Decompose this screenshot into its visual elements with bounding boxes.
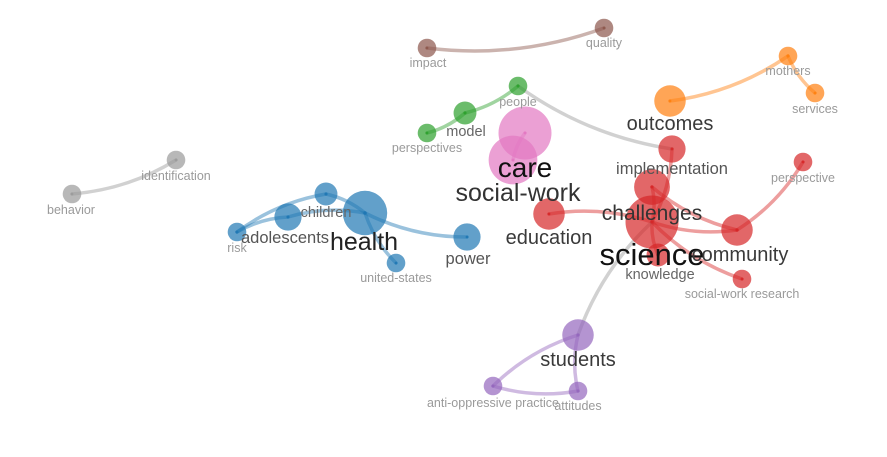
node-center-risk xyxy=(235,230,239,234)
node-center-power xyxy=(465,235,469,239)
label-care: care xyxy=(498,152,552,183)
link-anti-oppressive-practice-attitudes xyxy=(491,384,580,396)
label-identification: identification xyxy=(141,169,211,183)
node-center-children xyxy=(324,192,328,196)
label-health: health xyxy=(330,228,398,256)
label-perspectives: perspectives xyxy=(392,141,462,155)
node-center-education xyxy=(547,212,551,216)
label-perspective: perspective xyxy=(771,171,835,185)
label-adolescents: adolescents xyxy=(241,229,329,247)
label-children: children xyxy=(301,205,352,221)
link-outcomes-mothers xyxy=(668,54,790,103)
node-center-anti-oppressive-practice xyxy=(491,384,495,388)
node-center-community xyxy=(735,228,739,232)
label-social-work: social-work xyxy=(455,179,581,207)
label-quality: quality xyxy=(586,36,623,50)
label-risk: risk xyxy=(227,241,247,255)
link-behavior-identification xyxy=(70,158,178,196)
label-behavior: behavior xyxy=(47,203,95,217)
label-mothers: mothers xyxy=(765,64,810,78)
nodes-layer xyxy=(62,18,825,401)
node-center-identification xyxy=(174,158,178,162)
node-center-adolescents xyxy=(286,215,290,219)
node-center-health xyxy=(363,211,367,215)
node-center-attitudes xyxy=(576,389,580,393)
label-education: education xyxy=(506,227,593,249)
label-students: students xyxy=(540,349,616,371)
label-anti-oppressive-practice: anti-oppressive practice xyxy=(427,396,559,410)
label-community: community xyxy=(692,244,789,266)
link-people-implementation xyxy=(516,84,674,151)
node-center-social-work xyxy=(511,158,515,162)
node-center-outcomes xyxy=(668,99,672,103)
labels-layer: science challenges education community imple… xyxy=(47,36,838,413)
label-social-work-research: social-work research xyxy=(685,287,800,301)
node-center-quality xyxy=(602,26,606,30)
node-center-social-work-research xyxy=(740,277,744,281)
label-people: people xyxy=(499,95,537,109)
label-outcomes: outcomes xyxy=(627,113,714,135)
links-layer xyxy=(70,26,817,396)
label-services: services xyxy=(792,102,838,116)
label-power: power xyxy=(446,250,491,268)
node-center-people xyxy=(516,84,520,88)
link-impact-quality xyxy=(425,26,606,53)
node-center-science xyxy=(650,220,654,224)
label-united-states: united-states xyxy=(360,271,432,285)
node-center-perspectives xyxy=(425,131,429,135)
node-center-challenges xyxy=(650,185,654,189)
node-center-mothers xyxy=(786,54,790,58)
node-center-knowledge xyxy=(656,253,660,257)
node-center-model xyxy=(463,111,467,115)
node-center-students xyxy=(576,333,580,337)
node-center-behavior xyxy=(70,192,74,196)
node-center-impact xyxy=(425,46,429,50)
node-center-perspective xyxy=(801,160,805,164)
label-knowledge: knowledge xyxy=(625,267,694,283)
label-attitudes: attitudes xyxy=(554,399,601,413)
label-model: model xyxy=(446,124,486,140)
label-implementation: implementation xyxy=(616,160,728,178)
label-impact: impact xyxy=(410,56,447,70)
node-center-united-states xyxy=(394,261,398,265)
node-center-implementation xyxy=(670,147,674,151)
label-science: science xyxy=(599,237,704,272)
node-center-care xyxy=(523,131,527,135)
node-center-services xyxy=(813,91,817,95)
label-challenges: challenges xyxy=(602,202,702,225)
